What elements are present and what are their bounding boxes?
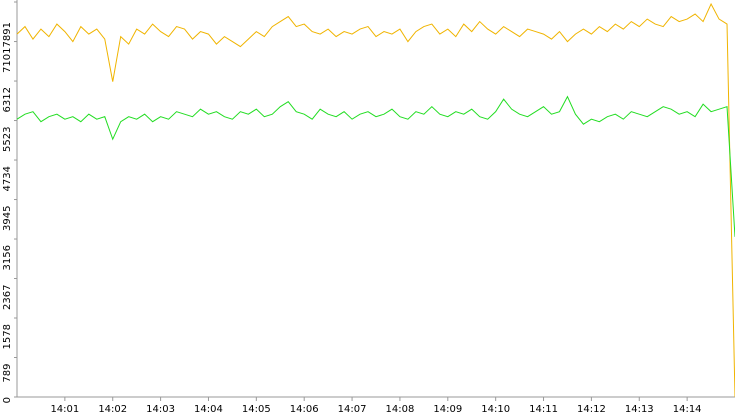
x-tick-label: 14:10: [481, 404, 510, 415]
y-tick-label: 5523: [2, 127, 13, 152]
line-series: [16, 2, 735, 398]
x-tick-label: 14:14: [673, 404, 702, 415]
y-tick-label: 789: [2, 364, 13, 383]
y-tick-label: 2367: [2, 285, 13, 310]
x-tick-label: 14:09: [433, 404, 462, 415]
x-tick-label: 14:11: [529, 404, 558, 415]
x-tick-label: 14:13: [625, 404, 654, 415]
y-tick-label: 3945: [2, 206, 13, 231]
y-tick-label: 4734: [2, 166, 13, 191]
x-tick-label: 14:04: [194, 404, 223, 415]
y-tick-label: 7891: [2, 22, 13, 47]
y-tick-label: 3156: [2, 245, 13, 270]
x-tick-label: 14:01: [50, 404, 79, 415]
x-tick-label: 14:02: [98, 404, 127, 415]
x-tick-label: 14:12: [577, 404, 606, 415]
y-tick-label: 1578: [2, 324, 13, 349]
x-tick-label: 14:08: [386, 404, 415, 415]
line-series: [16, 95, 735, 237]
y-tick-label: 0: [2, 397, 13, 403]
x-tick-label: 14:03: [146, 404, 175, 415]
x-tick-label: 14:06: [290, 404, 319, 415]
y-tick-label: 6312: [2, 87, 13, 112]
y-tick-label: 7101: [2, 48, 13, 73]
x-tick-label: 14:05: [242, 404, 271, 415]
x-tick-label: 14:07: [338, 404, 367, 415]
